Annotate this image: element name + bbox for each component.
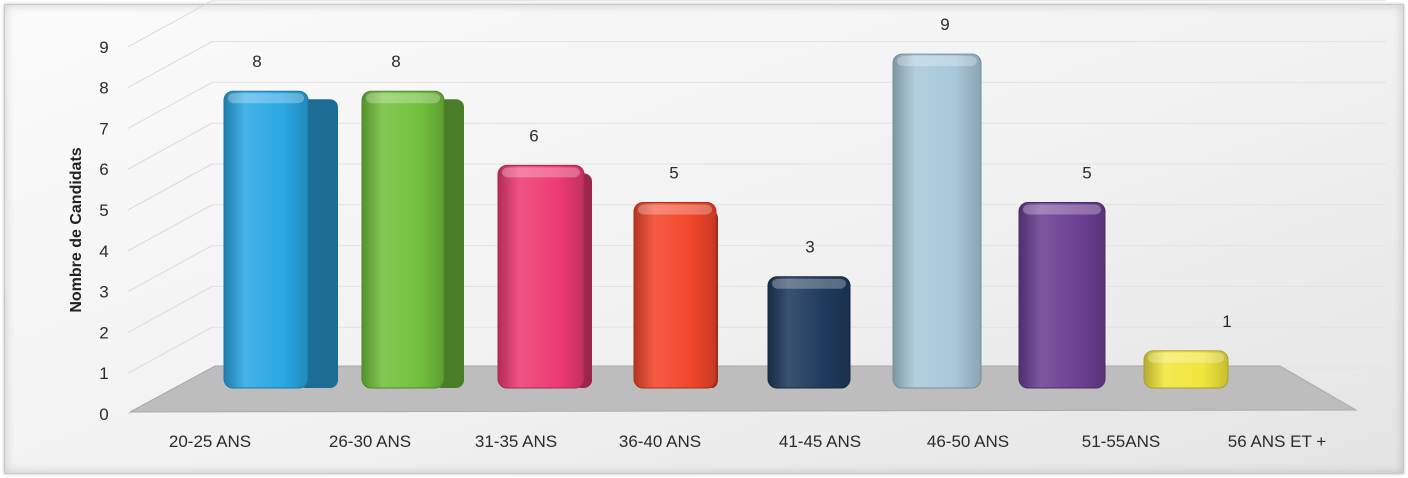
gridline xyxy=(127,245,213,293)
bar xyxy=(1018,202,1106,389)
y-tick-label: 9 xyxy=(99,38,108,57)
y-tick-label: 6 xyxy=(99,160,108,179)
x-tick-label: 20-25 ANS xyxy=(169,432,251,451)
bar-highlight xyxy=(638,204,712,215)
bar xyxy=(767,276,851,389)
gridline xyxy=(127,122,213,170)
bar-highlight xyxy=(897,56,977,67)
gridline xyxy=(127,204,213,252)
bar-highlight xyxy=(502,167,580,178)
y-tick-label: 0 xyxy=(99,405,108,424)
gridline xyxy=(127,163,213,211)
gridline xyxy=(127,0,213,48)
gridline xyxy=(127,326,213,374)
bar-highlight xyxy=(366,93,440,104)
x-tick-label: 31-35 ANS xyxy=(475,432,557,451)
data-labels: 8 8 6 5 3 9 5 1 xyxy=(252,15,1231,331)
y-axis: 0 1 2 3 4 5 6 7 8 9 xyxy=(99,38,108,424)
y-tick-label: 8 xyxy=(99,79,108,98)
gridline xyxy=(127,81,213,129)
data-label: 9 xyxy=(940,15,949,34)
bar xyxy=(497,164,585,389)
data-label: 6 xyxy=(529,126,538,145)
gridline xyxy=(127,41,213,89)
bar xyxy=(223,90,309,389)
data-label: 8 xyxy=(252,52,261,71)
bar-highlight xyxy=(228,93,304,104)
bar-highlight xyxy=(1148,352,1224,363)
x-tick-label: 46-50 ANS xyxy=(927,432,1009,451)
data-label: 8 xyxy=(391,52,400,71)
y-tick-label: 1 xyxy=(99,364,108,383)
bar xyxy=(892,53,982,389)
y-tick-label: 4 xyxy=(99,242,108,261)
bar xyxy=(633,202,717,389)
bar-highlight xyxy=(772,278,846,289)
bars xyxy=(223,53,1229,389)
data-label: 5 xyxy=(1082,164,1091,183)
data-label: 5 xyxy=(669,164,678,183)
x-tick-label: 26-30 ANS xyxy=(329,432,411,451)
x-axis: 20-25 ANS 26-30 ANS 31-35 ANS 36-40 ANS 41-4… xyxy=(169,432,1326,451)
bar-highlight xyxy=(1023,204,1101,215)
gridline xyxy=(127,285,213,333)
y-tick-label: 3 xyxy=(99,283,108,302)
y-tick-label: 5 xyxy=(99,201,108,220)
x-tick-label: 56 ANS ET + xyxy=(1228,432,1327,451)
bar xyxy=(361,90,445,389)
data-label: 1 xyxy=(1222,312,1231,331)
x-tick-label: 36-40 ANS xyxy=(619,432,701,451)
bar xyxy=(1143,350,1229,389)
y-tick-label: 7 xyxy=(99,119,108,138)
x-tick-label: 41-45 ANS xyxy=(779,432,861,451)
data-label: 3 xyxy=(805,238,814,257)
x-tick-label: 51-55ANS xyxy=(1082,432,1160,451)
y-tick-label: 2 xyxy=(99,323,108,342)
y-axis-title: Nombre de Candidats xyxy=(68,147,85,312)
